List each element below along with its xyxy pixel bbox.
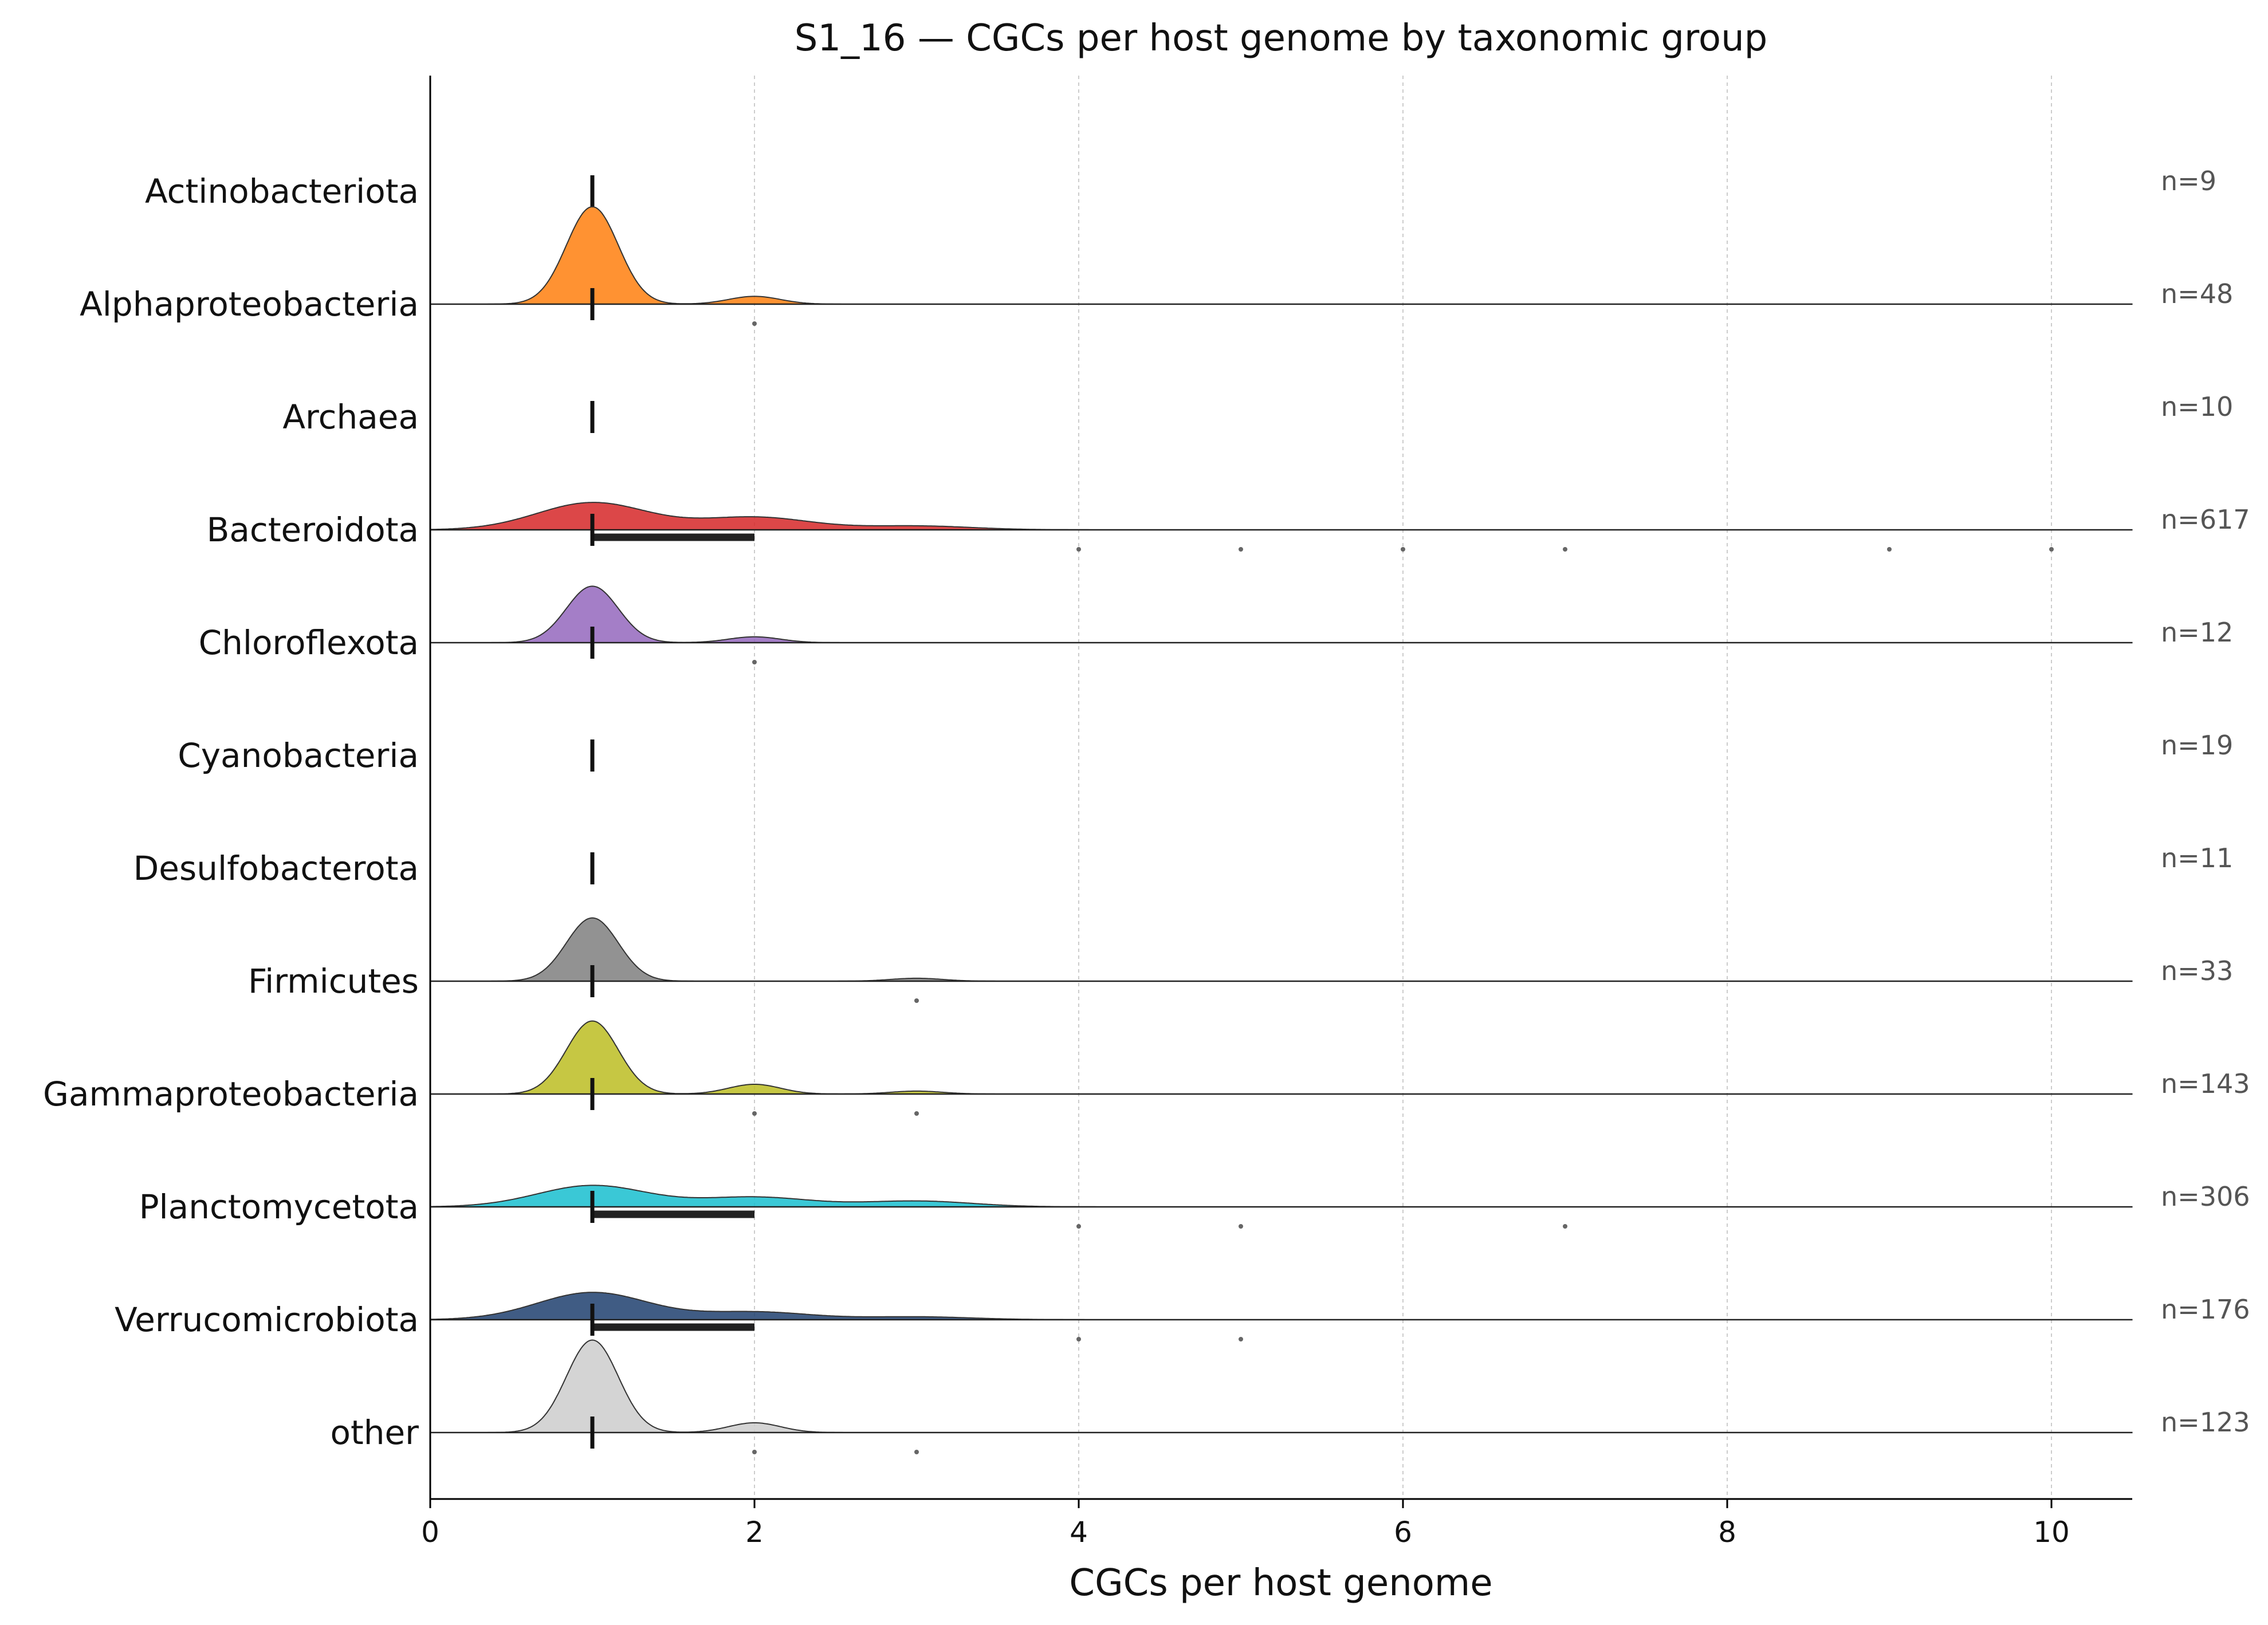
outlier-point	[2049, 547, 2054, 552]
outlier-point	[1076, 1224, 1081, 1229]
sample-size-label: n=10	[2161, 391, 2233, 422]
y-tick-label: Chloroflexota	[199, 623, 419, 662]
ridge-actinobacteriota: Actinobacteriota n=9	[145, 166, 2216, 211]
y-tick-label: Actinobacteriota	[145, 172, 419, 211]
sample-size-label: n=12	[2161, 617, 2233, 648]
outlier-point	[752, 321, 757, 326]
sample-size-label: n=33	[2161, 955, 2233, 986]
y-tick-label: Planctomycetota	[139, 1187, 419, 1226]
outlier-point	[914, 1450, 919, 1454]
sample-size-label: n=306	[2161, 1181, 2250, 1212]
y-tick-label: Gammaproteobacteria	[43, 1075, 419, 1114]
sample-size-label: n=617	[2161, 504, 2250, 535]
outlier-point	[752, 1111, 757, 1116]
x-tick-label: 2	[745, 1516, 764, 1549]
x-ticks: 0 2 4 6 8 10	[421, 1499, 2070, 1549]
x-gridlines	[754, 76, 2052, 1499]
ridge-firmicutes: Firmicutes n=33	[248, 917, 2233, 1003]
x-tick-label: 8	[1718, 1516, 1736, 1549]
sample-size-label: n=143	[2161, 1068, 2250, 1099]
sample-size-label: n=48	[2161, 278, 2233, 309]
outlier-point	[1563, 1224, 1567, 1229]
sample-size-label: n=11	[2161, 843, 2233, 874]
sample-size-label: n=123	[2161, 1407, 2250, 1438]
ridge-archaea: Archaea n=10	[282, 391, 2233, 436]
ridges: Actinobacteriota n=9 Alphaproteobacteria n=…	[43, 166, 2250, 1454]
ridge-bacteroidota: Bacteroidota n=617	[207, 502, 2250, 552]
density-curve	[430, 1020, 2133, 1095]
y-tick-label: Firmicutes	[248, 962, 419, 1001]
ridge-cyanobacteria: Cyanobacteria n=19	[178, 730, 2233, 775]
ridge-chloroflexota: Chloroflexota n=12	[199, 585, 2233, 664]
x-tick-label: 6	[1394, 1516, 1412, 1549]
sample-size-label: n=19	[2161, 730, 2233, 761]
outlier-point	[1563, 547, 1567, 552]
density-curve	[430, 585, 2133, 643]
outlier-point	[1239, 1224, 1243, 1229]
ridge-other: other n=123	[330, 1339, 2250, 1454]
density-curve	[430, 502, 2133, 530]
outlier-point	[1076, 547, 1081, 552]
y-tick-label: other	[330, 1413, 419, 1452]
x-tick-label: 4	[1070, 1516, 1088, 1549]
outlier-point	[752, 1450, 757, 1454]
outlier-point	[1401, 547, 1405, 552]
chart-title: S1_16 — CGCs per host genome by taxonomi…	[795, 17, 1768, 60]
density-curve	[430, 1339, 2133, 1433]
y-tick-label: Alphaproteobacteria	[80, 285, 419, 324]
y-tick-label: Archaea	[282, 398, 419, 436]
outlier-point	[914, 998, 919, 1003]
sample-size-label: n=176	[2161, 1294, 2250, 1325]
density-curve	[430, 206, 2133, 305]
outlier-point	[752, 660, 757, 664]
x-tick-label: 0	[421, 1516, 439, 1549]
y-tick-label: Desulfobacterota	[133, 849, 419, 888]
sample-size-label: n=9	[2161, 166, 2216, 196]
outlier-point	[1887, 547, 1892, 552]
ridge-alphaproteobacteria: Alphaproteobacteria n=48	[80, 206, 2233, 326]
ridge-gammaproteobacteria: Gammaproteobacteria n=143	[43, 1020, 2250, 1116]
outlier-point	[1239, 547, 1243, 552]
x-axis-label: CGCs per host genome	[1069, 1562, 1492, 1604]
ridge-desulfobacterota: Desulfobacterota n=11	[133, 843, 2234, 888]
density-curve	[430, 917, 2133, 982]
y-tick-label: Verrucomicrobiota	[115, 1300, 419, 1339]
outlier-point	[1239, 1337, 1243, 1341]
density-curve	[430, 1292, 2133, 1320]
density-curve	[430, 1185, 2133, 1207]
ridge-planctomycetota: Planctomycetota n=306	[139, 1181, 2250, 1229]
axes	[429, 76, 2132, 1500]
x-tick-label: 10	[2033, 1516, 2070, 1549]
y-tick-label: Cyanobacteria	[178, 736, 419, 775]
ridge-verrucomicrobiota: Verrucomicrobiota n=176	[115, 1292, 2250, 1341]
outlier-point	[1076, 1337, 1081, 1341]
outlier-point	[914, 1111, 919, 1116]
y-tick-label: Bacteroidota	[207, 510, 419, 549]
